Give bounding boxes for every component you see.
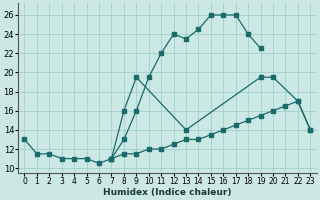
X-axis label: Humidex (Indice chaleur): Humidex (Indice chaleur) [103, 188, 232, 197]
